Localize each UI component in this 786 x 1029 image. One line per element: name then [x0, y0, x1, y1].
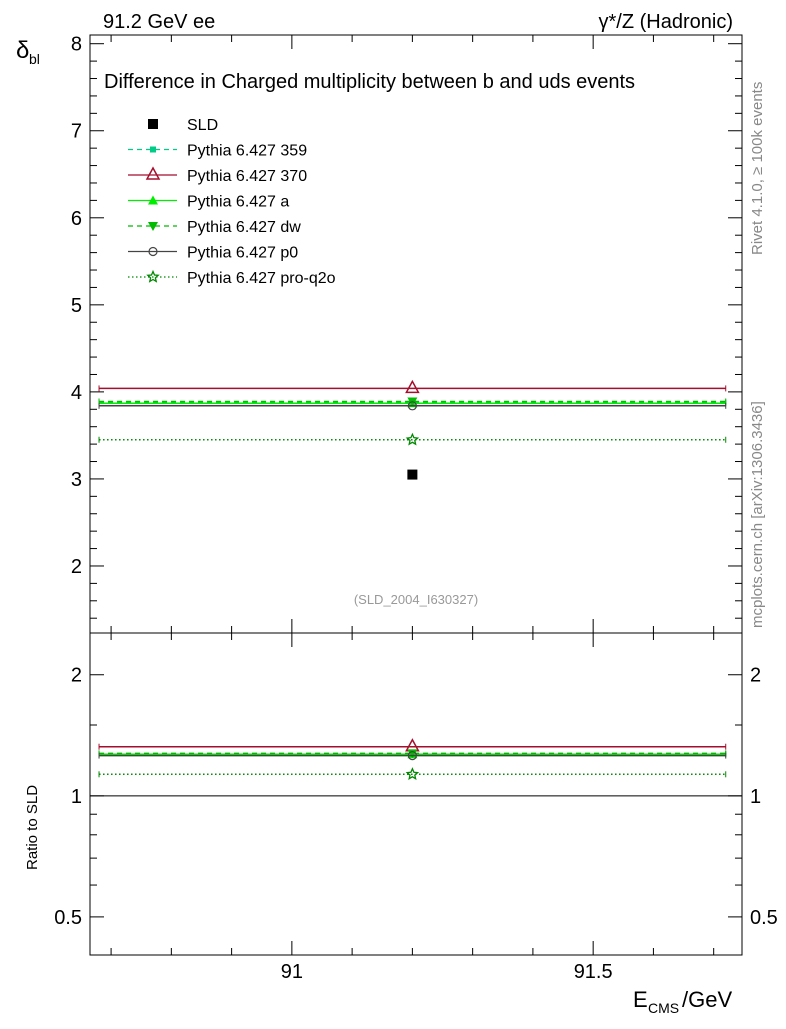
legend-marker	[148, 246, 158, 257]
ratio-y-label: Ratio to SLD	[24, 785, 41, 870]
y-tick-label: 4	[71, 382, 82, 404]
svg-text:CMS: CMS	[648, 1000, 679, 1016]
legend-label: Pythia 6.427 a	[187, 194, 289, 211]
x-tick-label: 91	[281, 961, 303, 983]
y-tick-label: 6	[71, 208, 82, 230]
ratio-frame	[89, 632, 743, 956]
series-marker	[407, 749, 418, 759]
mcplots-label: mcplots.cern.ch [arXiv:1306.3436]	[749, 401, 766, 628]
rivet-label: Rivet 4.1.0, ≥ 100k events	[749, 82, 766, 255]
legend-marker	[146, 269, 160, 283]
ratio-y-tick-label: 1	[750, 786, 761, 808]
legend-marker	[148, 195, 158, 205]
chart-title: Difference in Charged multiplicity betwe…	[104, 71, 635, 93]
ratio-y-tick-label: 0.5	[750, 907, 778, 929]
svg-text:/GeV: /GeV	[682, 987, 732, 1012]
legend-label: Pythia 6.427 370	[187, 168, 307, 185]
legend-label: Pythia 6.427 dw	[187, 219, 301, 236]
y-axis-label: δ bl	[16, 37, 40, 67]
data-point-sld	[407, 469, 418, 480]
x-axis-label: E CMS/GeV	[633, 987, 732, 1016]
legend-label: Pythia 6.427 p0	[187, 245, 298, 262]
ratio-y-tick-label: 2	[71, 665, 82, 687]
series-marker	[407, 750, 417, 761]
legend-label: Pythia 6.427 359	[187, 143, 307, 160]
y-tick-label: 3	[71, 469, 82, 491]
ratio-y-tick-label: 0.5	[54, 907, 82, 929]
series-marker	[405, 738, 420, 752]
series-marker	[407, 401, 417, 411]
legend-marker	[148, 222, 158, 231]
legend-marker-sld	[148, 119, 158, 129]
y-tick-label: 5	[71, 295, 82, 317]
legend-marker	[150, 146, 156, 153]
series-marker	[405, 432, 420, 446]
ratio-y-tick-label: 2	[750, 665, 761, 687]
ratio-y-tick-label: 1	[71, 786, 82, 808]
series-marker	[405, 767, 420, 781]
svg-text:bl: bl	[29, 51, 40, 67]
svg-text:δ: δ	[16, 37, 29, 64]
header-right: γ*/Z (Hadronic)	[599, 11, 733, 33]
svg-text:E: E	[633, 987, 648, 1012]
y-tick-label: 2	[71, 556, 82, 578]
series-marker	[405, 379, 420, 394]
legend-label: SLD	[187, 117, 218, 134]
legend-label: Pythia 6.427 pro-q2o	[187, 270, 336, 287]
y-tick-label: 7	[71, 121, 82, 143]
header-left: 91.2 GeV ee	[103, 11, 215, 33]
legend-marker	[145, 166, 161, 180]
y-tick-label: 8	[71, 34, 82, 56]
watermark: (SLD_2004_I630327)	[354, 592, 478, 607]
x-tick-label: 91.5	[574, 961, 613, 983]
